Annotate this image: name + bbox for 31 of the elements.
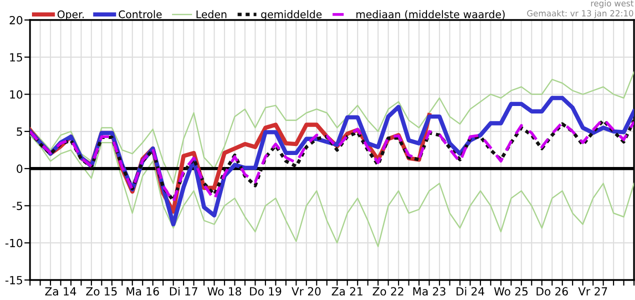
legend-label: Oper.	[58, 10, 84, 20]
x-tick-label: Wo 18	[207, 287, 242, 296]
y-tick-label: 0	[16, 164, 22, 173]
y-tick-label: -10	[5, 238, 22, 248]
y-tick-label: 15	[10, 53, 22, 62]
text: regio west	[591, 0, 634, 8]
x-tick-label: Di 17	[170, 286, 198, 296]
x-tick-label: Do 19	[250, 287, 282, 296]
legend-label: Controle	[118, 10, 162, 18]
x-tick-label: Di 24	[456, 286, 484, 296]
x-tick-label: Ma 23	[413, 287, 446, 296]
y-tick-label: -15	[5, 276, 22, 284]
x-tick-label: Do 26	[536, 287, 568, 296]
line-series	[30, 134, 634, 248]
x-tick-label: Vr 20	[292, 287, 321, 296]
line-series	[30, 71, 634, 184]
x-tick-label: Ma 16	[126, 287, 159, 296]
text: Gemaakt: vr 13 jan 22:10	[527, 10, 634, 18]
legend-label: mediaan (middelste waarde)	[356, 10, 505, 20]
legend-label: gemiddelde	[261, 10, 322, 20]
legend-label: Leden	[196, 10, 226, 18]
y-tick-label: 20	[10, 16, 22, 24]
x-tick-label: Zo 15	[86, 287, 117, 296]
x-tick-label: Za 21	[332, 287, 362, 296]
x-tick-label: Wo 25	[494, 287, 528, 296]
y-tick-label: 5	[16, 128, 22, 136]
y-tick-label: -5	[12, 202, 22, 210]
x-tick-label: Za 14	[45, 287, 76, 296]
x-tick-label: Vr 27	[578, 287, 608, 296]
x-tick-label: Zo 22	[372, 287, 404, 296]
y-tick-label: 10	[10, 90, 22, 99]
